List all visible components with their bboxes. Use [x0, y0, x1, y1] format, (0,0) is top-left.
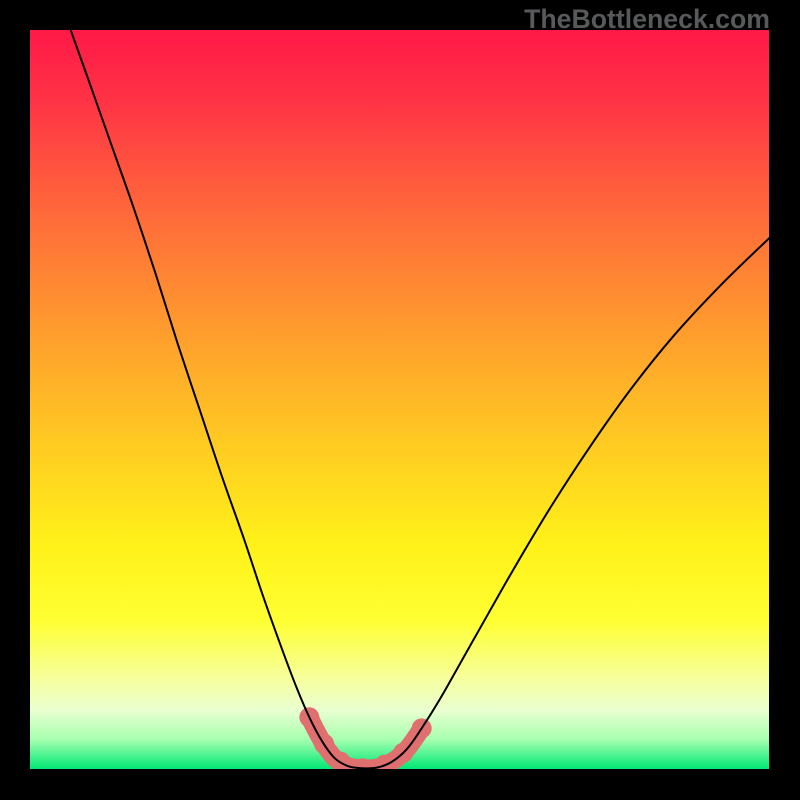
bottleneck-curve [71, 30, 771, 768]
watermark-text: TheBottleneck.com [524, 4, 770, 35]
chart-svg [0, 0, 800, 800]
